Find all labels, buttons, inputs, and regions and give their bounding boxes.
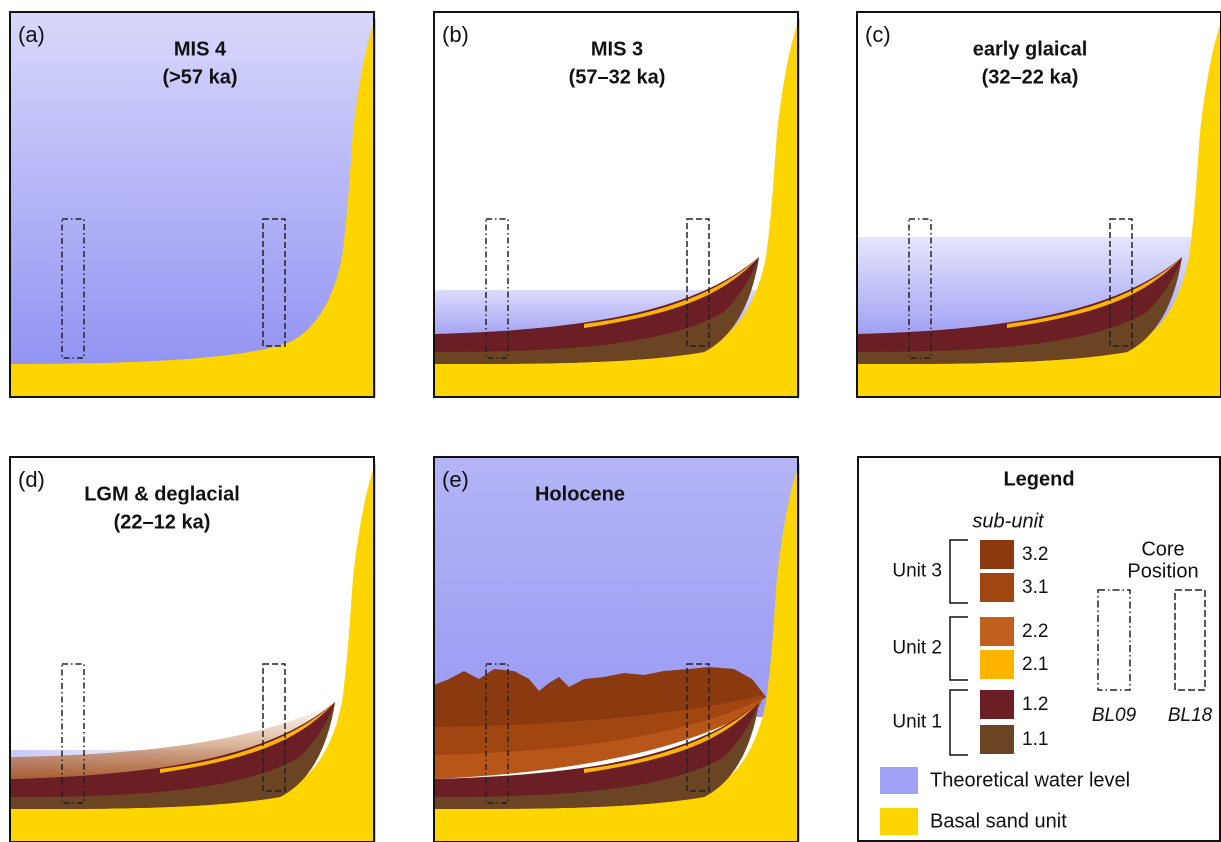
panel-title: Holocene bbox=[535, 483, 625, 505]
panel-label: (a) bbox=[18, 22, 45, 47]
sand-swatch bbox=[880, 808, 918, 835]
panel-label: (b) bbox=[442, 22, 469, 47]
panel: (b) MIS 3 (57–32 ka) bbox=[434, 12, 800, 397]
panel-title: MIS 4 bbox=[174, 38, 227, 60]
panel-title: (>57 ka) bbox=[162, 66, 237, 88]
panel: (c) early glaical (32–22 ka) bbox=[857, 12, 1221, 397]
subunit-label: 2.2 bbox=[1022, 621, 1048, 642]
legend-title: Legend bbox=[1003, 468, 1074, 490]
panel-title: (57–32 ka) bbox=[569, 66, 666, 88]
core-name: BL18 bbox=[1168, 705, 1213, 726]
subunit-swatch bbox=[980, 617, 1014, 646]
subunit-label: 1.2 bbox=[1022, 694, 1048, 715]
panel-title: (32–22 ka) bbox=[982, 66, 1079, 88]
panel-title: LGM & deglacial bbox=[84, 483, 240, 505]
panel: (d) LGM & deglacial (22–12 ka) bbox=[10, 457, 376, 842]
subunit-swatch bbox=[980, 650, 1014, 679]
subunit-label: 3.2 bbox=[1022, 544, 1048, 565]
panel-label: (c) bbox=[865, 22, 891, 47]
legend: Legend sub-unit Unit 3 3.2 3.1 Unit 2 2.2 2.1 Un… bbox=[858, 457, 1220, 841]
subunit-label: 3.1 bbox=[1022, 577, 1048, 598]
subunit-heading: sub-unit bbox=[972, 510, 1045, 532]
panel-label: (d) bbox=[18, 467, 45, 492]
unit-label: Unit 2 bbox=[892, 638, 942, 659]
panel-title: early glaical bbox=[973, 38, 1088, 60]
subunit-swatch bbox=[980, 725, 1014, 754]
panel-title: (22–12 ka) bbox=[114, 511, 211, 533]
sand-label: Basal sand unit bbox=[930, 810, 1067, 832]
core-heading: Core bbox=[1141, 538, 1184, 560]
panel-title: MIS 3 bbox=[591, 38, 643, 60]
panel: (e) Holocene bbox=[434, 457, 800, 842]
subunit-label: 2.1 bbox=[1022, 654, 1048, 675]
water-label: Theoretical water level bbox=[930, 769, 1130, 791]
panel-label: (e) bbox=[442, 467, 469, 492]
figure: (a) MIS 4 (>57 ka) (b) MIS 3 (57–32 ka) (c) ear… bbox=[0, 0, 1221, 842]
subunit-swatch bbox=[980, 690, 1014, 719]
core-name: BL09 bbox=[1092, 705, 1137, 726]
subunit-label: 1.1 bbox=[1022, 729, 1048, 750]
subunit-swatch bbox=[980, 540, 1014, 569]
panel: (a) MIS 4 (>57 ka) bbox=[10, 12, 376, 397]
subunit-swatch bbox=[980, 573, 1014, 602]
water-swatch bbox=[880, 767, 918, 794]
unit-label: Unit 3 bbox=[892, 561, 942, 582]
unit-label: Unit 1 bbox=[892, 712, 942, 733]
core-heading: Position bbox=[1127, 560, 1198, 582]
